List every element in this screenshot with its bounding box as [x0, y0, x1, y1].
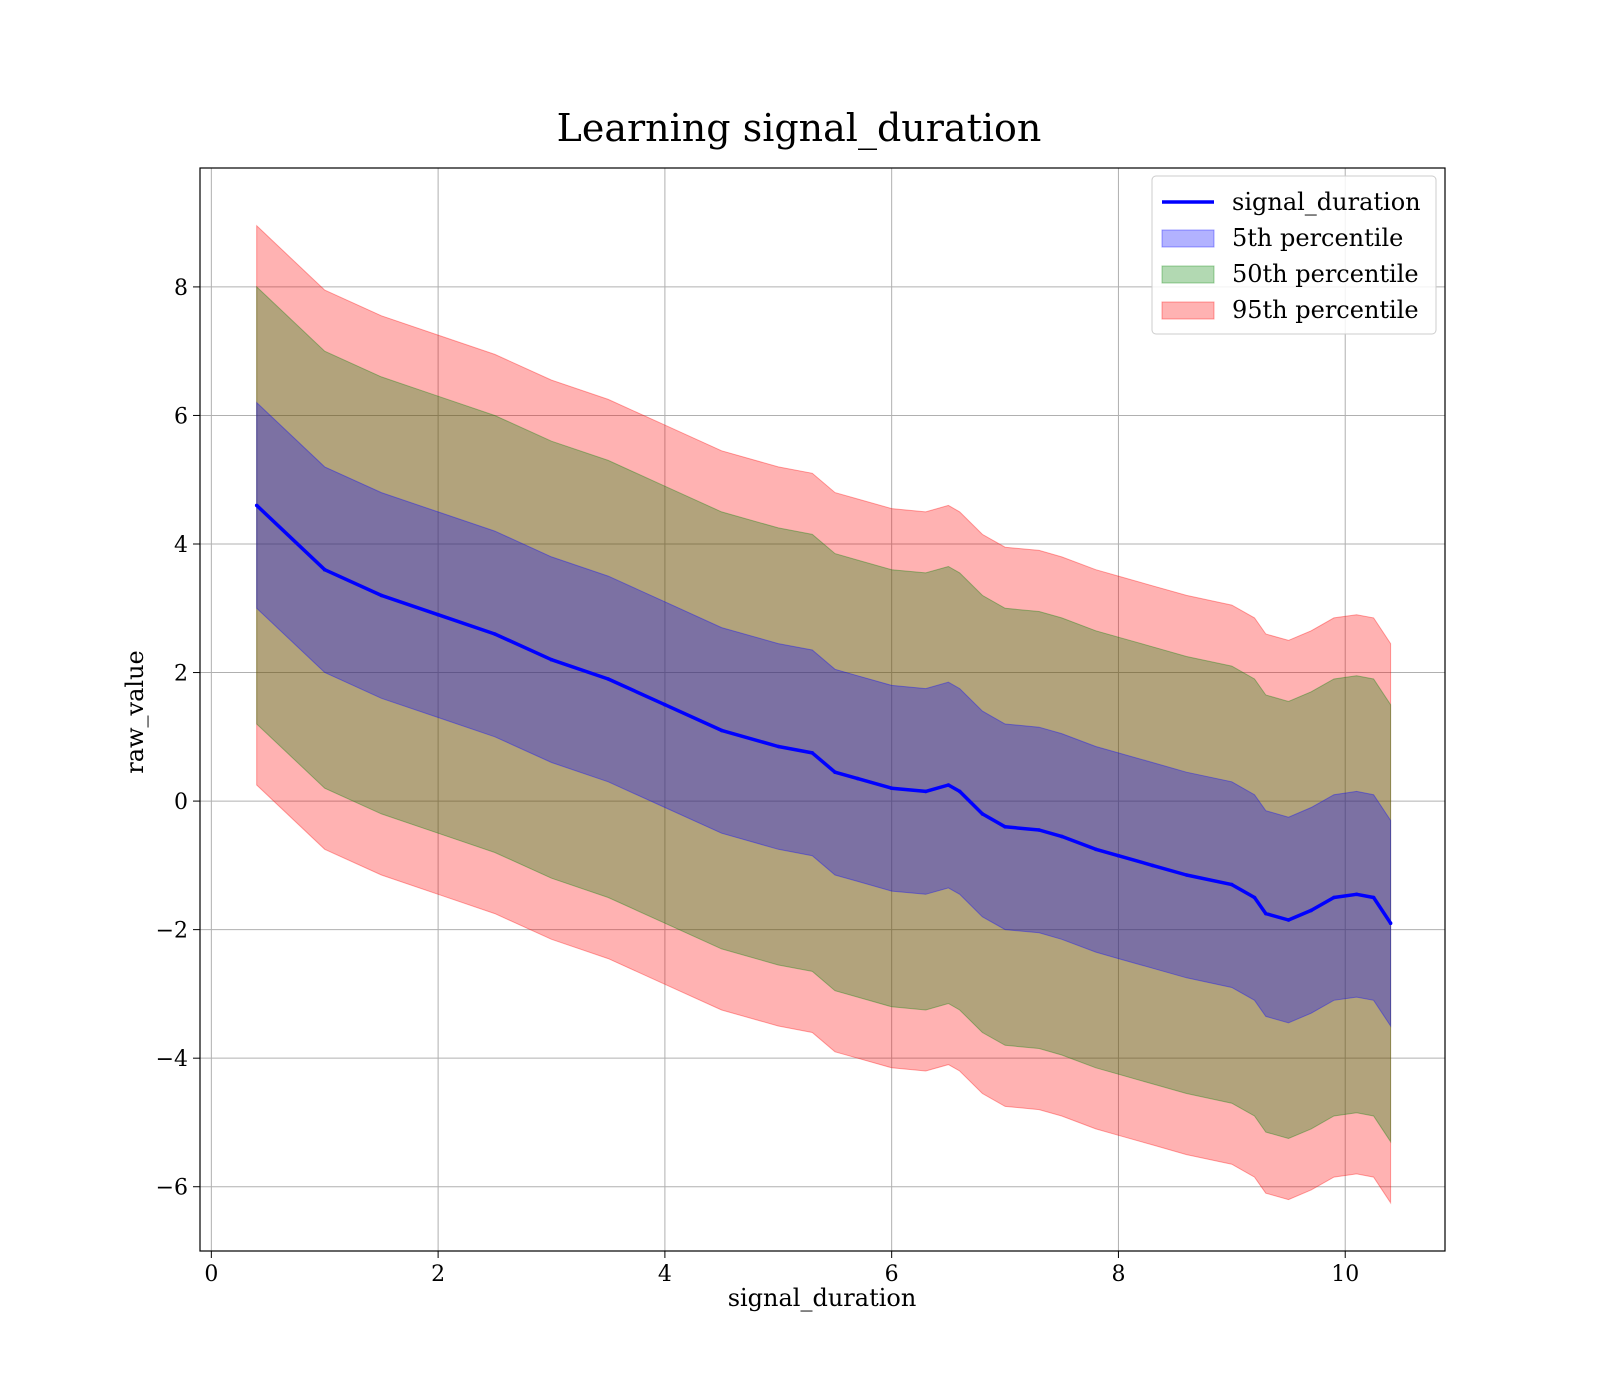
- x-tick-label: 10: [1331, 1262, 1359, 1287]
- data-point: [1150, 863, 1155, 868]
- data-point: [833, 770, 837, 774]
- y-tick-label: 0: [174, 790, 188, 815]
- data-point: [1371, 895, 1376, 900]
- legend: signal_duration 5th percentile 50th percen…: [1151, 175, 1437, 335]
- x-axis: 0 2 4 6 8 10: [204, 1251, 1359, 1287]
- y-axis: −6 −4 −2 0 2 4 6 8: [156, 276, 200, 1201]
- x-axis-label: signal_duration: [728, 1284, 917, 1312]
- data-point: [379, 593, 384, 598]
- y-axis-label: raw_value: [121, 650, 149, 774]
- legend-label: 50th percentile: [1232, 260, 1419, 288]
- x-tick-label: 6: [885, 1262, 899, 1287]
- data-point: [1286, 918, 1291, 922]
- data-point: [980, 812, 985, 816]
- x-tick-label: 8: [1111, 1262, 1125, 1287]
- y-tick-label: −4: [156, 1047, 188, 1072]
- band-95th-percentile: [256, 224, 1392, 1205]
- legend-label: 5th percentile: [1232, 224, 1403, 252]
- series-line-signal-duration: [255, 504, 1393, 925]
- data-point: [1184, 873, 1189, 877]
- legend-label: signal_duration: [1232, 188, 1421, 216]
- y-tick-label: 6: [174, 404, 188, 429]
- data-point: [1388, 921, 1393, 925]
- data-point: [549, 657, 554, 662]
- legend-swatch-patch: [1161, 265, 1215, 284]
- data-point: [1309, 908, 1313, 913]
- data-point: [719, 728, 724, 733]
- legend-box: [1151, 175, 1437, 335]
- x-tick-label: 4: [658, 1262, 672, 1287]
- data-point: [606, 677, 610, 681]
- data-point: [1116, 853, 1121, 858]
- series-line-group: [254, 503, 1393, 925]
- y-tick-label: −6: [156, 1176, 188, 1201]
- x-tick-label: 0: [204, 1262, 218, 1287]
- data-point: [1264, 911, 1268, 916]
- data-point: [1003, 825, 1007, 829]
- grid: [200, 168, 1445, 1251]
- data-point: [322, 567, 327, 572]
- data-point: [923, 789, 928, 794]
- band-50th-percentile: [256, 285, 1392, 1144]
- y-tick-label: 4: [174, 533, 188, 558]
- data-point: [1037, 828, 1041, 832]
- data-point: [254, 503, 259, 508]
- data-point: [810, 751, 815, 755]
- data-point: [1354, 892, 1359, 897]
- data-point: [855, 776, 860, 781]
- y-tick-label: −2: [156, 919, 188, 944]
- legend-swatch-patch: [1161, 301, 1215, 320]
- percentile-bands: [256, 224, 1392, 1205]
- data-point: [1094, 847, 1098, 852]
- legend-swatch-patch: [1161, 229, 1215, 248]
- data-point: [946, 783, 951, 787]
- data-point: [1252, 895, 1257, 900]
- plot-frame: [199, 167, 1446, 1252]
- band-5th-percentile: [256, 401, 1392, 1028]
- x-tick-label: 2: [431, 1262, 445, 1287]
- y-tick-label: 8: [174, 276, 188, 301]
- data-point: [889, 786, 894, 790]
- data-point: [1332, 895, 1336, 900]
- legend-label: 95th percentile: [1232, 296, 1419, 324]
- data-point: [1230, 882, 1234, 887]
- data-point: [1059, 834, 1064, 839]
- y-tick-label: 2: [174, 662, 188, 687]
- data-point: [776, 744, 781, 749]
- chart-title: Learning signal_duration: [557, 106, 1042, 151]
- data-point: [663, 702, 667, 707]
- data-point: [436, 612, 440, 617]
- data-point: [957, 789, 962, 794]
- data-point: [493, 632, 497, 636]
